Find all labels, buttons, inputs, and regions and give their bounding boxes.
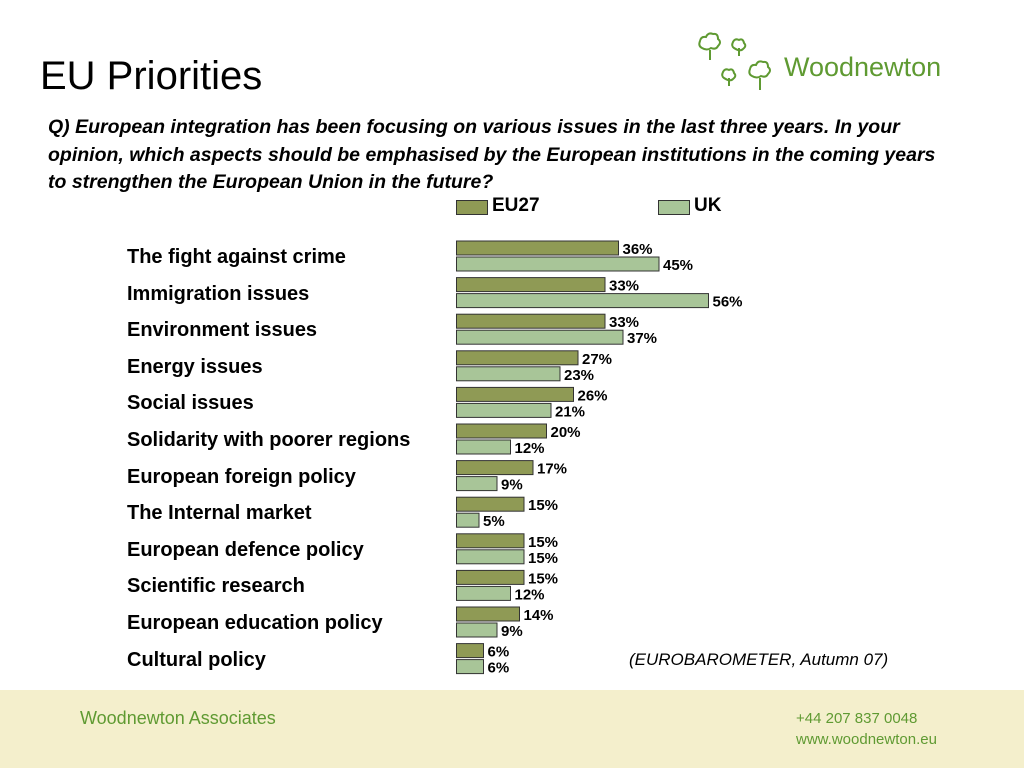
data-label-uk: 6%: [488, 660, 510, 677]
footer-company-name: Woodnewton Associates: [80, 708, 276, 728]
data-label-eu27: 20%: [551, 424, 581, 441]
legend-swatch-uk: [658, 200, 690, 215]
category-label: Solidarity with poorer regions: [127, 429, 411, 451]
data-label-eu27: 33%: [609, 278, 639, 295]
legend-swatch-eu27: [456, 200, 488, 215]
category-label: The Internal market: [127, 502, 312, 525]
data-label-eu27: 36%: [623, 241, 653, 258]
bar-eu27: [456, 240, 619, 256]
tree-cluster-icon: [698, 32, 771, 90]
legend-label-eu27: EU27: [492, 195, 540, 216]
data-label-uk: 9%: [501, 623, 523, 640]
data-label-eu27: 15%: [528, 497, 558, 514]
data-label-eu27: 17%: [537, 461, 567, 478]
data-label-uk: 21%: [555, 403, 585, 420]
bar-uk: [456, 366, 561, 382]
bar-uk: [456, 659, 484, 675]
survey-question: Q) European integration has been focusin…: [48, 116, 936, 193]
logo-wordmark: Woodnewton: [784, 52, 942, 82]
bar-uk: [456, 402, 552, 418]
data-label-eu27: 6%: [488, 644, 510, 661]
bar-uk: [456, 549, 525, 565]
bar-eu27: [456, 643, 484, 659]
data-label-eu27: 15%: [528, 570, 558, 587]
bar-eu27: [456, 423, 547, 439]
bar-eu27: [456, 496, 525, 512]
data-label-uk: 56%: [713, 294, 743, 311]
data-label-uk: 12%: [515, 440, 545, 457]
bar-eu27: [456, 277, 606, 293]
category-label: Environment issues: [127, 319, 318, 342]
data-label-uk: 45%: [663, 257, 693, 274]
category-label: Immigration issues: [127, 282, 310, 305]
data-label-uk: 9%: [501, 477, 523, 494]
bar-eu27: [456, 350, 579, 366]
bar-uk: [456, 256, 660, 272]
category-label: Energy issues: [127, 355, 263, 378]
data-label-eu27: 27%: [582, 351, 612, 368]
bar-eu27: [456, 533, 525, 549]
bar-uk: [456, 329, 624, 345]
footer-website[interactable]: www.woodnewton.eu: [796, 731, 937, 748]
bar-chart: 36%45%33%56%33%37%27%23%26%21%20%12%17%9…: [456, 240, 743, 677]
bar-uk: [456, 622, 498, 638]
bar-eu27: [456, 313, 606, 329]
category-label: Cultural policy: [127, 648, 266, 671]
footer-phone: +44 207 837 0048: [796, 710, 918, 727]
bar-uk: [456, 439, 511, 455]
data-label-uk: 37%: [627, 330, 657, 347]
footer-bar: Woodnewton Associates +44 207 837 0048 w…: [0, 690, 1024, 768]
category-label: Social issues: [127, 392, 254, 415]
bar-eu27: [456, 569, 525, 585]
data-label-eu27: 15%: [528, 534, 558, 551]
bar-uk: [456, 512, 480, 528]
category-label: European defence policy: [127, 538, 364, 561]
data-label-eu27: 33%: [609, 314, 639, 331]
data-label-eu27: 14%: [524, 607, 554, 624]
page-title: EU Priorities: [40, 54, 263, 98]
category-label: Scientific research: [127, 575, 305, 598]
bar-eu27: [456, 386, 574, 402]
bar-uk: [456, 476, 498, 492]
data-label-uk: 23%: [564, 367, 594, 384]
legend-label-uk: UK: [694, 195, 722, 216]
data-label-uk: 15%: [528, 550, 558, 567]
bar-uk: [456, 293, 709, 309]
category-label: European foreign policy: [127, 465, 356, 488]
bar-eu27: [456, 606, 520, 622]
data-label-uk: 5%: [483, 513, 505, 530]
bar-uk: [456, 585, 511, 601]
data-label-eu27: 26%: [578, 387, 608, 404]
category-label: European education policy: [127, 612, 383, 634]
woodnewton-logo: Woodnewton: [694, 30, 974, 96]
data-label-uk: 12%: [515, 586, 545, 603]
category-label: The fight against crime: [127, 246, 346, 268]
bar-eu27: [456, 460, 534, 476]
source-note: (EUROBAROMETER, Autumn 07): [629, 650, 889, 669]
chart-legend: EU27 UK: [0, 195, 1024, 219]
